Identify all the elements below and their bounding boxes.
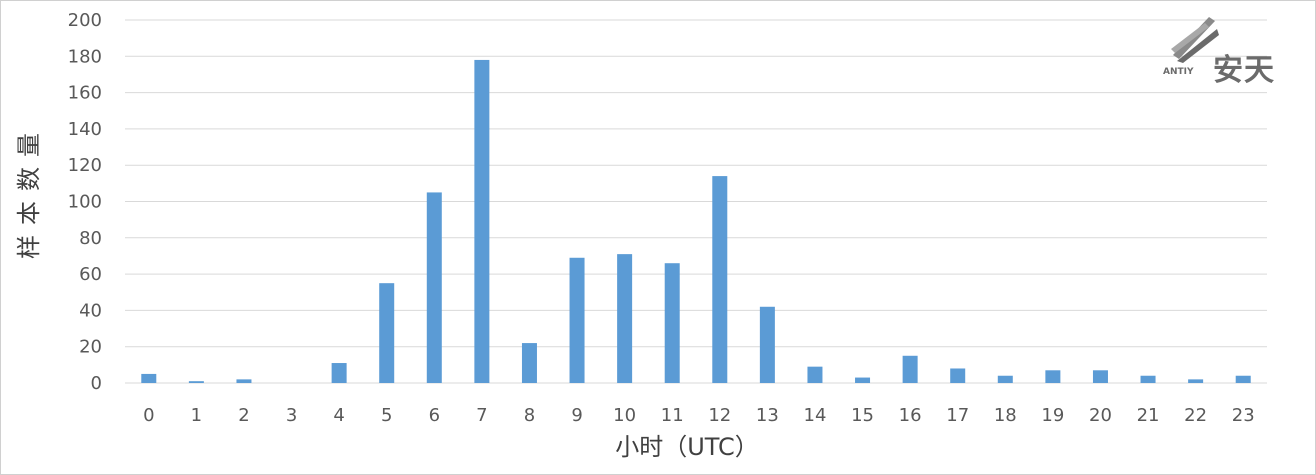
y-tick-label: 20	[79, 337, 102, 358]
logo-text-en: ANTIY	[1163, 67, 1194, 77]
y-tick-label: 120	[68, 155, 102, 176]
x-tick-label: 4	[333, 405, 344, 426]
x-tick-label: 23	[1232, 405, 1255, 426]
x-tick-label: 0	[143, 405, 154, 426]
x-tick-label: 18	[994, 405, 1017, 426]
x-tick-label: 8	[524, 405, 535, 426]
y-tick-label: 200	[68, 10, 102, 31]
y-tick-label: 180	[68, 46, 102, 67]
y-tick-label: 80	[79, 228, 102, 249]
x-tick-label: 22	[1184, 405, 1207, 426]
bar-hour-15	[855, 377, 871, 383]
bar-hour-21	[1140, 375, 1156, 383]
bar-hour-9	[569, 257, 585, 383]
bars	[141, 59, 1251, 384]
x-tick-label: 3	[286, 405, 297, 426]
bar-hour-16	[902, 355, 918, 383]
bar-hour-19	[1045, 370, 1061, 383]
x-tick-label: 7	[476, 405, 487, 426]
y-tick-label: 140	[68, 119, 102, 140]
bar-hour-7	[474, 59, 490, 384]
x-tick-labels: 0 1 2 3 4 5 6 7 8 9 10 11 12 13 14 15 16 17 18 19 20 21 22 23	[143, 405, 1255, 426]
bar-hour-17	[950, 368, 966, 383]
x-tick-label: 11	[661, 405, 684, 426]
gridlines	[125, 19, 1267, 384]
x-tick-label: 2	[238, 405, 249, 426]
bar-hour-4	[331, 363, 347, 383]
x-tick-label: 5	[381, 405, 392, 426]
x-tick-label: 19	[1041, 405, 1064, 426]
x-tick-label: 10	[613, 405, 636, 426]
y-tick-labels: 0 20 40 60 80 100 120 140 160 180 200	[68, 10, 102, 394]
bar-hour-11	[664, 263, 680, 383]
bar-hour-22	[1188, 379, 1204, 383]
y-axis-title: 样本数量	[15, 123, 43, 259]
bar-hour-20	[1092, 370, 1108, 383]
bar-hour-2	[236, 379, 252, 383]
bar-hour-13	[759, 306, 775, 383]
x-tick-label: 15	[851, 405, 874, 426]
y-tick-label: 160	[68, 83, 102, 104]
x-tick-label: 17	[946, 405, 969, 426]
bar-hour-12	[712, 176, 728, 383]
bar-hour-10	[617, 254, 633, 383]
x-tick-label: 14	[804, 405, 827, 426]
bar-hour-0	[141, 373, 157, 383]
y-tick-label: 0	[91, 373, 102, 394]
x-tick-label: 9	[571, 405, 582, 426]
bar-hour-8	[521, 343, 537, 383]
bar-hour-14	[807, 366, 823, 383]
x-tick-label: 21	[1137, 405, 1160, 426]
x-tick-label: 12	[708, 405, 731, 426]
x-tick-label: 16	[899, 405, 922, 426]
bar-hour-23	[1235, 375, 1251, 383]
bar-hour-6	[426, 192, 442, 383]
bar-hour-1	[188, 381, 204, 383]
logo-text-cn: 安天	[1213, 53, 1275, 88]
x-tick-label: 6	[429, 405, 440, 426]
x-tick-label: 1	[191, 405, 202, 426]
antiy-logo: 安天 ANTIY	[1161, 15, 1301, 88]
x-axis-title: 小时（UTC）	[615, 433, 759, 461]
y-tick-label: 60	[79, 264, 102, 285]
bar-hour-5	[379, 283, 395, 383]
y-tick-label: 40	[79, 300, 102, 321]
bar-hour-18	[997, 375, 1013, 383]
x-tick-label: 13	[756, 405, 779, 426]
x-tick-label: 20	[1089, 405, 1112, 426]
logo-mark-icon	[1171, 17, 1219, 63]
y-tick-label: 100	[68, 192, 102, 213]
